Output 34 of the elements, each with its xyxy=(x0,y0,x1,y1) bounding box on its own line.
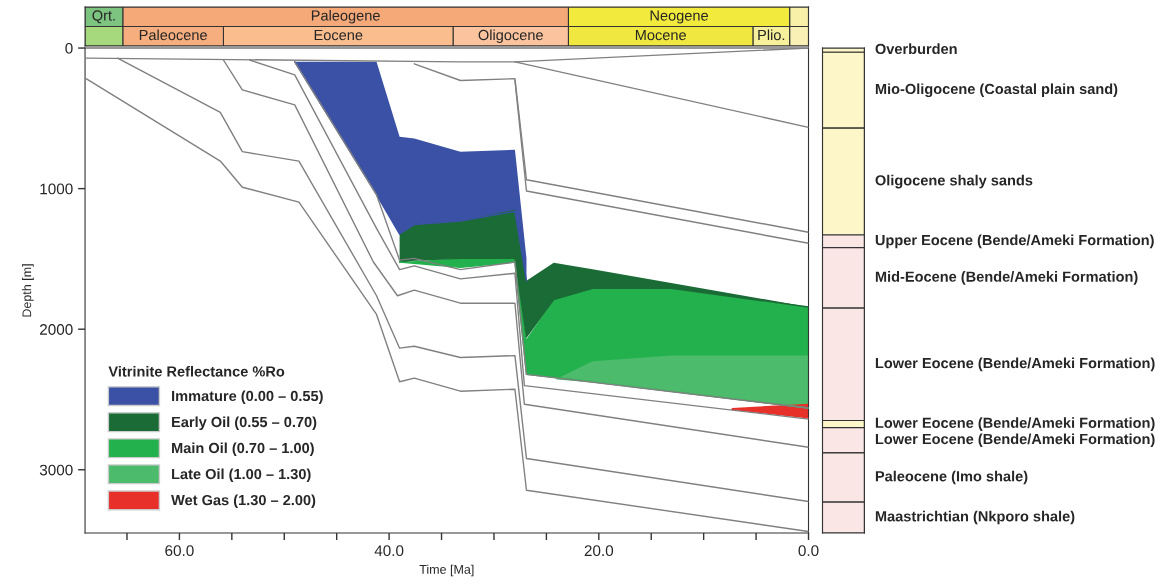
legend-label: Wet Gas (1.30 – 2.00) xyxy=(171,494,316,509)
legend-label: Early Oil (0.55 – 0.70) xyxy=(172,416,317,431)
series-label: Paleocene xyxy=(139,29,207,41)
series-label: Lower Eocene (Bende/Ameki Formation) xyxy=(875,417,1155,431)
y-axis-title: Depth [m] xyxy=(22,264,34,317)
series-label: Neogene xyxy=(650,10,708,24)
series-label: Oligocene shaly sands xyxy=(875,174,1033,189)
series-label: Lower Eocene (Bende/Ameki Formation) xyxy=(875,357,1155,372)
series-label: Plio. xyxy=(758,29,785,41)
series-label: Oligocene xyxy=(478,29,543,44)
y-tick-label: 1000 xyxy=(40,183,73,195)
series-label: Paleogene xyxy=(311,9,380,24)
x-axis-title: Time [Ma] xyxy=(419,564,474,577)
y-tick-label: 2000 xyxy=(40,324,73,335)
series-label: Lower Eocene (Bende/Ameki Formation) xyxy=(875,433,1155,448)
x-tick-label: 40.0 xyxy=(374,545,404,557)
legend-label: Immature (0.00 – 0.55) xyxy=(172,390,323,404)
legend-title: Vitrinite Reflectance %Ro xyxy=(108,365,285,377)
series-label: Maastrichtian (Nkporo shale) xyxy=(875,510,1075,525)
series-label: Mio-Oligocene (Coastal plain sand) xyxy=(875,83,1118,98)
series-label: Upper Eocene (Bende/Ameki Formation) xyxy=(875,234,1154,249)
y-tick-label: 3000 xyxy=(39,464,73,476)
series-label: Overburden xyxy=(875,43,957,55)
series-label: Eocene xyxy=(314,30,363,41)
x-tick-label: 60.0 xyxy=(165,545,194,557)
legend-label: Late Oil (1.00 – 1.30) xyxy=(172,468,311,483)
series-label: Paleocene (Imo shale) xyxy=(875,470,1028,485)
x-tick-label: 20.0 xyxy=(584,545,614,557)
series-label: Mocene xyxy=(635,30,686,41)
x-tick-label: 0.0 xyxy=(798,545,819,557)
y-tick-label: 0 xyxy=(65,42,73,54)
series-label: Mid-Eocene (Bende/Ameki Formation) xyxy=(875,271,1138,285)
legend-label: Main Oil (0.70 – 1.00) xyxy=(172,442,314,457)
series-label: Qrt. xyxy=(92,10,115,24)
